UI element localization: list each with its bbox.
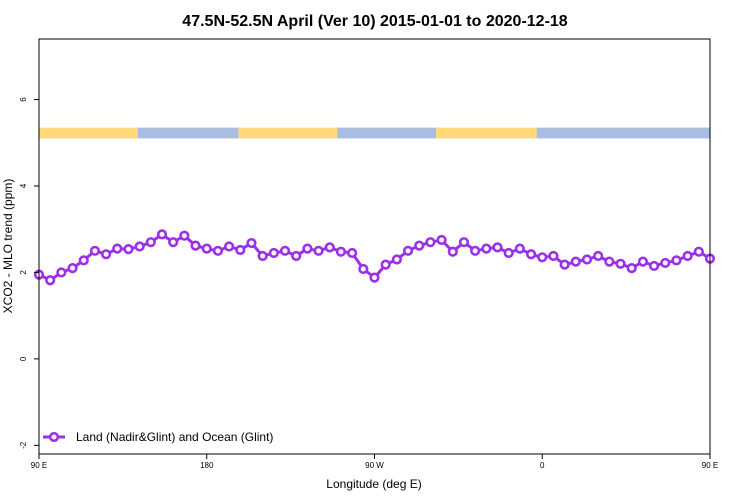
data-point [100,249,112,260]
legend: Land (Nadir&Glint) and Ocean (Glint) [43,430,273,444]
data-point [604,256,615,267]
land-ocean-band [39,127,710,139]
band-segment-land [436,127,537,139]
data-point [145,237,156,248]
data-point [335,246,347,257]
data-point [179,230,190,241]
band-segment-ocean [536,127,710,139]
data-point [447,246,458,257]
data-point [347,247,358,259]
data-point [235,244,246,256]
data-point [45,275,56,286]
y-tick-label: 4 [19,183,28,188]
data-point [693,246,704,257]
data-point [224,241,235,252]
band-segment-land [238,127,338,139]
data-point [212,245,224,256]
y-tick-label: 0 [19,356,28,361]
data-point [615,258,626,269]
y-tick-label: 6 [19,97,28,102]
data-point [190,240,201,251]
data-point [682,250,693,262]
data-point [481,243,492,254]
legend-marker-swatch [48,431,60,443]
x-tick-label: 180 [200,461,214,470]
x-tick-label: 90 E [702,461,718,470]
data-point [637,256,649,267]
y-tick-label: 2 [19,270,28,275]
y-tick-label: -2 [19,441,28,449]
data-point [257,250,268,262]
data-point [503,247,514,259]
data-point [470,245,481,256]
data-point [324,242,335,253]
data-point [414,240,425,251]
data-point [514,243,525,254]
data-point [156,229,168,240]
data-point [67,263,78,274]
data-point [358,263,369,275]
data-point [56,267,67,278]
data-point [559,259,570,270]
data-point [112,243,123,254]
chart-title: 47.5N-52.5N April (Ver 10) 2015-01-01 to… [182,13,568,30]
series-points-layer [33,229,716,286]
data-point [380,259,391,270]
data-point [537,252,548,263]
data-point [436,234,447,246]
data-point [525,249,537,260]
data-point [268,247,279,259]
data-point [671,255,682,266]
data-point [660,257,671,269]
y-axis-label: XCO2 - MLO trend (ppm) [1,179,15,314]
data-point [279,245,291,256]
x-axis: 90 E 180 90 W 0 90 E [31,454,718,470]
y-axis: -2 0 2 4 6 [19,97,39,449]
data-point [302,243,313,254]
data-point [648,260,660,272]
data-point [425,237,436,248]
data-point [492,242,503,253]
band-segment-ocean [137,127,239,139]
band-segment-land [39,127,138,139]
data-point [89,245,101,256]
data-point [246,237,257,249]
data-point [581,254,593,265]
data-point [201,243,212,254]
data-point [548,250,559,262]
band-segment-ocean [337,127,437,139]
data-point [123,243,134,255]
legend-label: Land (Nadir&Glint) and Ocean (Glint) [76,430,273,444]
data-point [593,250,604,262]
data-point [391,254,402,265]
data-point [313,245,324,256]
data-point [458,237,470,248]
data-point [369,272,380,283]
data-point [570,256,581,267]
x-tick-label: 0 [540,461,545,470]
data-point [78,255,89,266]
x-tick-label: 90 E [31,461,47,470]
data-point [402,245,414,256]
data-point [626,263,637,274]
x-tick-label: 90 W [365,461,384,470]
data-point [291,250,302,262]
x-axis-label: Longitude (deg E) [326,477,421,491]
data-point [168,237,179,248]
data-point [134,241,145,252]
